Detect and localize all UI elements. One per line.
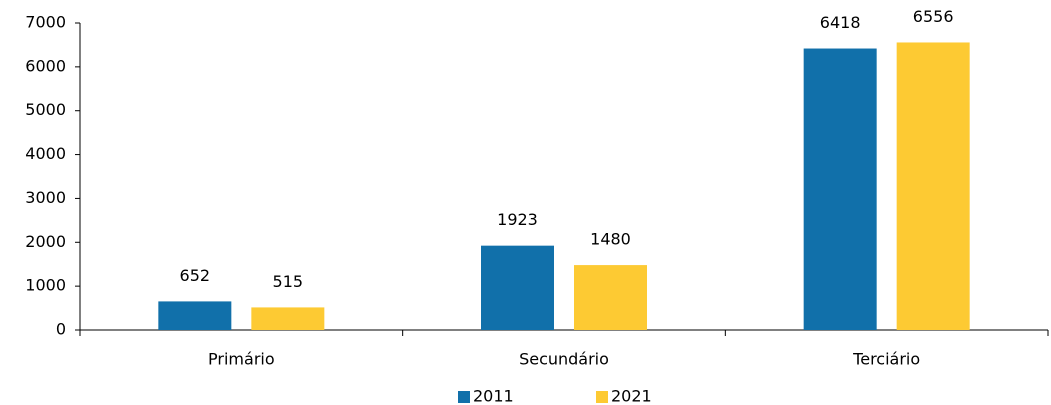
y-tick-label: 7000: [25, 13, 66, 32]
bar: [158, 301, 232, 330]
bar: [574, 265, 647, 330]
y-tick-label: 6000: [25, 56, 66, 75]
bar: [251, 307, 325, 330]
y-tick-label: 2000: [25, 232, 66, 251]
value-label: 6418: [820, 13, 861, 32]
legend-label: 2021: [611, 387, 652, 405]
y-tick-label: 4000: [25, 144, 66, 163]
x-tick-label: Primário: [208, 350, 275, 369]
value-label: 515: [273, 272, 304, 291]
bar: [896, 42, 970, 331]
legend-swatch: [596, 391, 608, 403]
bar: [481, 245, 554, 330]
value-label: 652: [180, 266, 211, 285]
legend-label: 2011: [473, 387, 514, 405]
y-tick-label: 5000: [25, 100, 66, 119]
value-label: 1480: [590, 230, 631, 249]
legend-swatch: [458, 391, 470, 403]
y-tick-label: 0: [56, 320, 66, 339]
x-tick-label: Terciário: [852, 350, 920, 369]
x-tick-label: Secundário: [519, 350, 609, 369]
value-label: 1923: [497, 210, 538, 229]
y-tick-label: 1000: [25, 276, 66, 295]
y-tick-label: 3000: [25, 188, 66, 207]
bar: [803, 48, 877, 331]
value-label: 6556: [913, 7, 954, 26]
